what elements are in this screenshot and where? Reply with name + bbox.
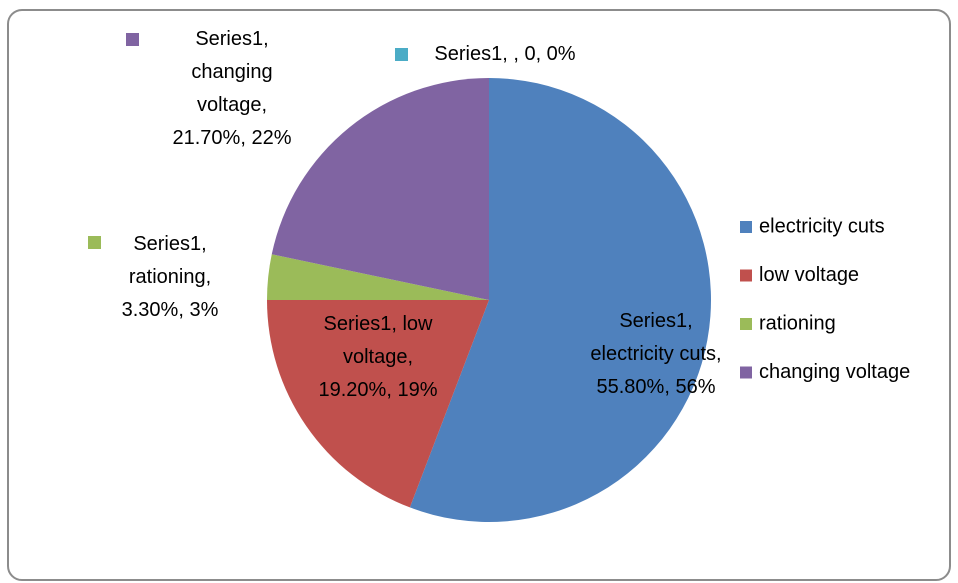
data-label-line: 19.20%, 19% xyxy=(319,379,438,401)
data-label-line: voltage, xyxy=(197,94,267,116)
legend-swatch xyxy=(740,366,752,379)
pie-slice xyxy=(267,300,489,508)
data-label-line: rationing, xyxy=(129,266,211,288)
legend-swatch xyxy=(740,221,752,233)
data-label-line: changing xyxy=(191,61,272,83)
data-label-line: Series1, , 0, 0% xyxy=(434,43,575,65)
label-marker xyxy=(88,236,101,249)
legend-swatch xyxy=(740,269,752,282)
data-label-line: Series1, xyxy=(133,233,206,255)
legend-label: changing voltage xyxy=(759,361,910,383)
legend-label: low voltage xyxy=(759,264,859,286)
data-label-line: electricity cuts, xyxy=(590,343,721,365)
data-label: Series1, low voltage, 19.20%, 19% xyxy=(319,313,438,401)
legend-label: rationing xyxy=(759,312,836,334)
data-label-line: Series1, low xyxy=(324,313,433,335)
data-label-line: 3.30%, 3% xyxy=(122,299,219,321)
pie-slice xyxy=(409,78,711,522)
data-label: Series1, changing voltage, 21.70%, 22% xyxy=(173,28,292,149)
legend-label: electricity cuts xyxy=(759,215,885,237)
legend-swatch xyxy=(740,318,752,330)
data-label-line: 21.70%, 22% xyxy=(173,127,292,149)
data-label-line: Series1, xyxy=(619,310,692,332)
data-label: Series1, rationing, 3.30%, 3% xyxy=(122,233,219,321)
data-label-line: voltage, xyxy=(343,346,413,368)
pie-slice xyxy=(271,78,489,300)
label-marker xyxy=(126,33,139,46)
data-label: Series1, electricity cuts, 55.80%, 56% xyxy=(590,310,721,398)
data-label-line: Series1, xyxy=(195,28,268,50)
data-label-line: 55.80%, 56% xyxy=(597,376,716,398)
label-marker xyxy=(395,48,408,61)
pie-slice xyxy=(267,254,489,300)
data-label: Series1, , 0, 0% xyxy=(434,43,575,65)
